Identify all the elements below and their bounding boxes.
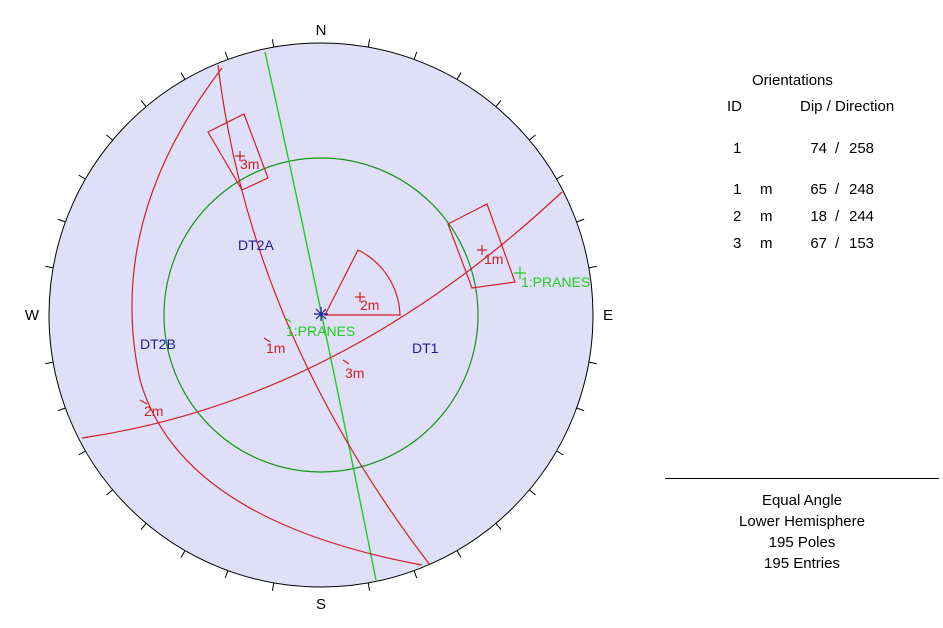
azimuth-tick [529,489,536,496]
pole-marker-slope [514,267,526,279]
joint-set-1m-great-circle [217,64,431,566]
center-marker [314,307,328,321]
zone-label-dt2b: DT2B [140,336,176,352]
orientations-header-id: ID [727,98,742,115]
slope-label-center: 1:PRANES [286,323,355,339]
azimuth-tick [367,39,371,48]
slope-label-tick [284,317,292,323]
pole-count: 195 Poles [768,534,836,551]
row-id: 1 [733,140,742,157]
row-direction: 244 [849,208,875,225]
azimuth-tick [180,72,186,80]
row-separator: / [835,235,840,252]
pole-window-3m [207,113,269,191]
azimuth-tick [588,361,597,365]
azimuth-tick [224,570,229,579]
azimuth-tick [140,523,147,530]
row-id: 2 [733,208,742,225]
compass-east: E [603,307,613,324]
azimuth-tick [495,523,502,530]
azimuth-tick [78,450,86,456]
entry-count: 195 Entries [764,555,840,572]
pole-marker-2m [355,292,365,302]
compass-north: N [316,22,327,39]
joint-set-3m-great-circle [81,191,563,439]
azimuth-tick [45,265,54,269]
azimuth-tick [588,265,597,269]
orientations-title: Orientations [752,72,833,89]
slope-label-east: 1:PRANES [521,274,590,290]
azimuth-tick [45,361,54,365]
azimuth-tick [140,100,147,107]
azimuth-tick [576,407,585,412]
hemisphere-type: Lower Hemisphere [739,513,865,530]
azimuth-tick [180,550,186,558]
azimuth-tick [271,39,275,48]
azimuth-tick [78,174,86,180]
plane-label-2m: 2m [144,403,163,419]
azimuth-tick [556,450,564,456]
slope-face-great-circle [264,51,377,581]
zone-label-dt2a: DT2A [238,237,274,253]
row-direction: 248 [849,181,875,198]
azimuth-ticks [45,39,597,591]
row-type: m [760,181,773,198]
pole-label-1m: 1m [484,251,503,267]
pole-window-2m [324,249,401,316]
azimuth-tick [556,174,564,180]
azimuth-tick [367,582,371,591]
orientations-header-dip-direction: Dip / Direction [800,98,895,115]
row-dip: 18 [810,208,827,225]
pole-label-2m: 2m [360,297,379,313]
zone-label-dt1: DT1 [412,340,439,356]
azimuth-tick [495,100,502,107]
row-separator: / [835,140,840,157]
plane-label-ticks [139,337,350,405]
compass-west: W [25,307,40,324]
row-id: 3 [733,235,742,252]
row-dip: 65 [810,181,827,198]
row-separator: / [835,181,840,198]
azimuth-tick [57,407,66,412]
pole-marker-3m [235,151,245,161]
plane-label-3m: 3m [345,365,364,381]
azimuth-tick [224,51,229,60]
row-direction: 153 [849,235,875,252]
row-dip: 67 [810,235,827,252]
azimuth-tick [529,134,536,141]
info-divider [665,478,939,479]
pole-marker-1m [477,245,487,255]
azimuth-tick [106,489,113,496]
projection-type: Equal Angle [761,492,843,509]
compass-south: S [316,596,326,613]
azimuth-tick [413,570,418,579]
azimuth-tick [456,550,462,558]
azimuth-tick [576,218,585,223]
azimuth-tick [57,218,66,223]
joint-set-2m-great-circle [131,67,423,566]
pole-window-1m [447,203,516,289]
azimuth-tick [271,582,275,591]
row-direction: 258 [849,140,875,157]
azimuth-tick [456,72,462,80]
row-type: m [760,235,773,252]
row-type: m [760,208,773,225]
friction-circle [163,157,479,473]
plane-label-1m: 1m [266,340,285,356]
row-dip: 74 [810,140,827,157]
pole-label-3m: 3m [240,156,259,172]
row-separator: / [835,208,840,225]
azimuth-tick [106,134,113,141]
row-id: 1 [733,181,742,198]
azimuth-tick [413,51,418,60]
